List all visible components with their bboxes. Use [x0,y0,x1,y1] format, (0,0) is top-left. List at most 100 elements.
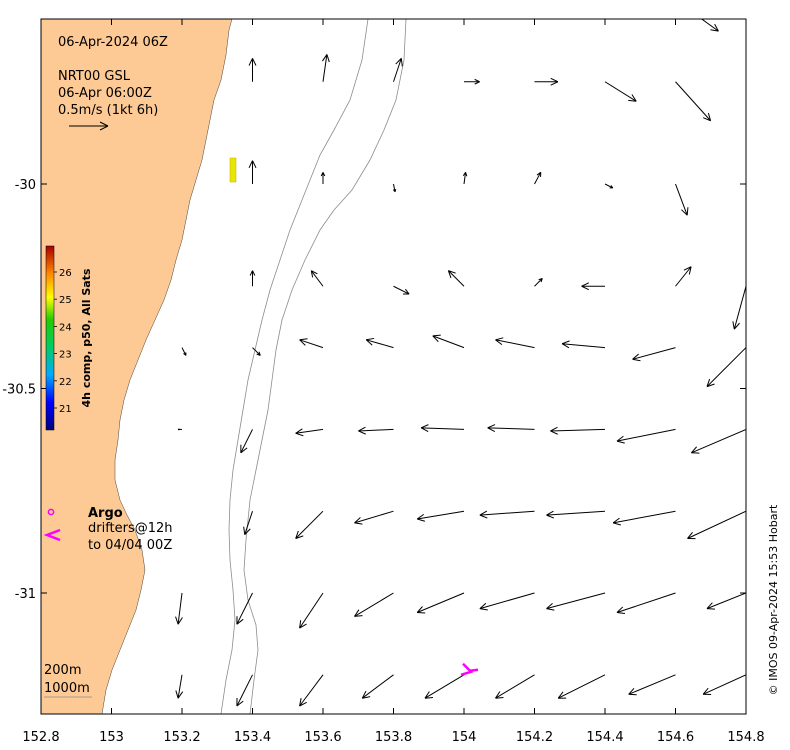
land-mass [41,19,233,714]
x-tick-label: 152.8 [22,730,59,745]
current-arrow [495,337,535,349]
current-arrow [175,592,183,625]
current-arrow [557,674,606,699]
current-arrow [175,674,184,699]
current-arrow [358,426,394,435]
current-arrow [354,510,394,525]
drifters-label-2: to 04/04 00Z [88,538,172,553]
current-arrow [534,77,559,86]
isobath-1000m [243,19,407,714]
current-arrow [295,510,324,539]
x-tick-label: 154.2 [516,730,553,745]
current-arrow [546,592,606,611]
x-tick-label: 153.4 [234,730,271,745]
current-arrow [616,592,676,615]
current-arrow [550,426,606,435]
y-tick-label: -31 [15,587,36,602]
current-arrow [236,592,253,625]
current-arrow [612,510,676,526]
argo-label: Argo [88,506,123,521]
current-arrow [365,337,394,349]
current-arrow [320,172,326,184]
current-arrow [706,592,746,610]
colorbar-tick-label: 25 [59,295,72,306]
current-arrow [432,334,465,349]
x-tick-label: 153 [99,730,124,745]
date-title: 06-Apr-2024 06Z [58,35,168,50]
current-arrow [462,172,468,185]
drifter-track [460,662,479,676]
colorbar-label: 4h comp, p50, All Sats [80,268,93,407]
isobath-200m [220,19,369,714]
current-arrow [464,78,480,85]
current-arrow [479,510,535,519]
x-tick-label: 153.8 [375,730,412,745]
current-arrow [700,19,719,32]
scale-label: 0.5m/s (1kt 6h) [58,103,158,118]
current-arrow [322,54,330,82]
product-time: 06-Apr 06:00Z [58,86,152,101]
current-arrow [495,674,535,699]
y-tick-label: -30 [15,178,36,193]
credit-text: © IMOS 09-Apr-2024 15:53 Hobart [767,504,780,695]
drifter-icon [43,528,61,542]
current-arrow [299,674,324,707]
current-arrow [447,270,465,287]
current-arrow [252,347,261,356]
current-arrow [299,338,324,349]
x-tick-label: 154.6 [657,730,694,745]
x-tick-label: 153.2 [163,730,200,745]
current-arrow [581,282,605,291]
current-arrow [420,424,465,433]
colorbar-tick-label: 24 [59,322,72,333]
current-arrow [702,674,746,695]
current-arrow [675,266,692,287]
x-tick-label: 153.6 [304,730,341,745]
isobath-200m-label: 200m [44,663,81,678]
colorbar [45,245,55,431]
current-arrow [181,347,187,356]
sst-float-marker [229,157,237,183]
colorbar-tick-label: 21 [59,404,72,415]
current-arrow [177,428,182,431]
current-arrow [361,674,394,699]
colorbar-tick-label: 23 [59,350,72,361]
current-arrow [691,428,746,454]
current-arrow [534,171,542,185]
current-arrow [616,428,676,444]
current-arrow [675,81,712,122]
product-name: NRT00 GSL [58,69,131,84]
argo-icon [47,508,55,516]
colorbar-tick-label: 26 [59,268,72,279]
current-arrow [546,510,606,519]
current-arrow [416,592,465,614]
current-arrow [393,285,410,295]
current-arrow [248,160,257,184]
current-arrow [628,674,676,696]
y-tick-label: -30.5 [2,383,36,398]
x-tick-label: 154 [452,730,477,745]
current-arrow [243,511,253,535]
drifters-label-1: drifters@12h [88,521,173,536]
current-arrow [416,510,465,522]
current-arrow [310,270,324,287]
current-arrow [687,510,746,540]
current-arrow [299,592,324,629]
current-arrow [393,58,403,82]
current-arrow [236,674,253,707]
colorbar-tick-label: 22 [59,377,72,388]
current-arrow [561,340,606,349]
isobath-1000m-label: 1000m [44,681,90,696]
current-arrow [604,183,614,189]
current-arrow [604,81,637,102]
current-arrow [424,674,465,699]
x-tick-label: 154.8 [727,730,764,745]
current-arrow [534,277,543,287]
current-arrow [746,0,769,35]
current-arrow [732,286,746,330]
current-arrow [354,592,394,617]
current-arrow [706,347,746,388]
current-arrow [479,592,535,611]
current-arrow [392,183,397,193]
